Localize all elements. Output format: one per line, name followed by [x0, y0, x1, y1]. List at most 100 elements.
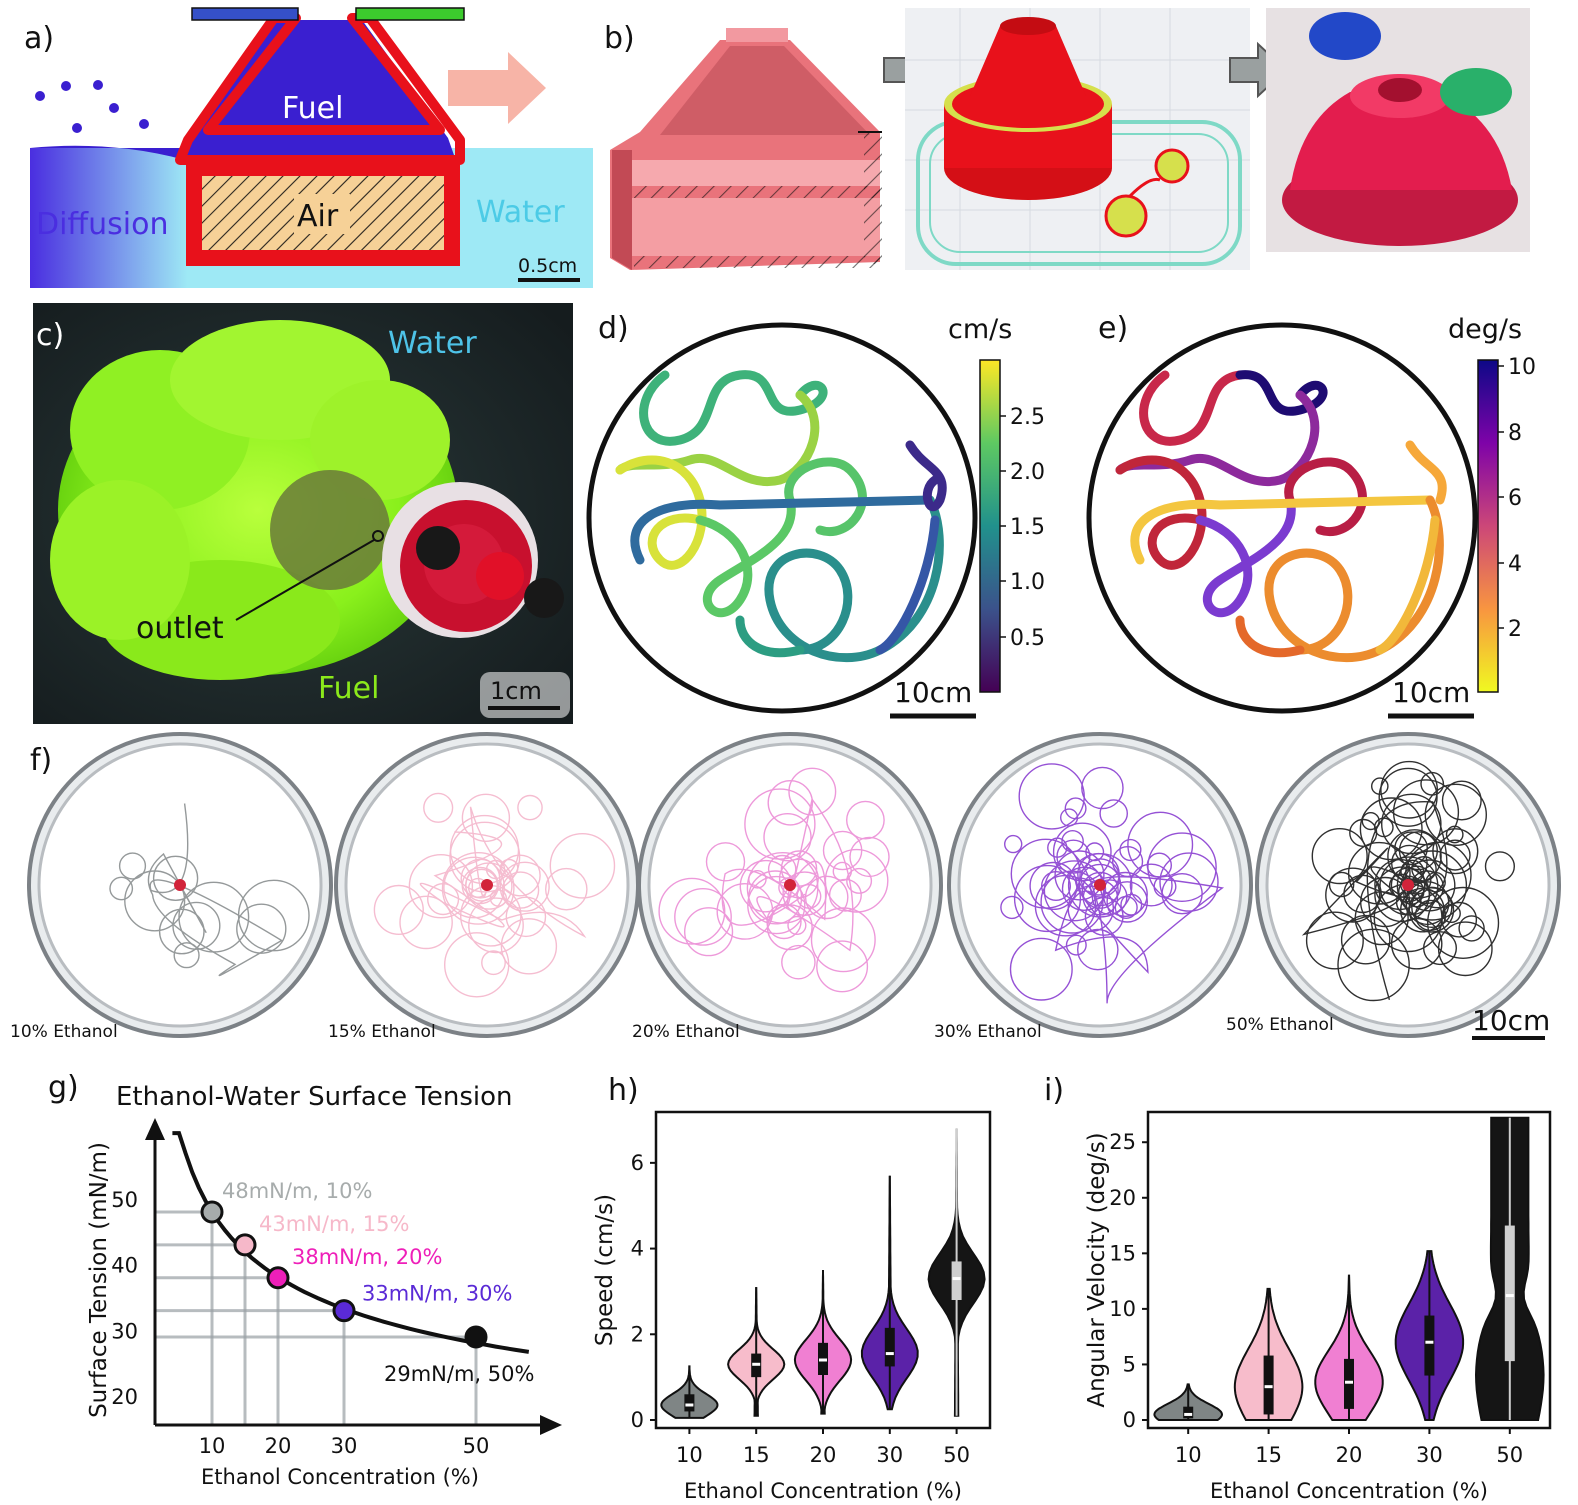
colorbar-e-tick: 6 [1508, 486, 1522, 511]
y-tick-label: 20 [1109, 1186, 1136, 1210]
colorbar-d-tick: 1.5 [1010, 515, 1045, 540]
colorbar-d-tick: 2.0 [1010, 460, 1045, 485]
trajectory-loop [1127, 811, 1194, 878]
diffusion-label: Diffusion [36, 207, 168, 242]
trajectory-loop [683, 907, 734, 957]
trajectory-loop [1009, 937, 1073, 1001]
trajectory-loop [832, 861, 852, 882]
trajectory-loop [1064, 797, 1087, 820]
trajectory-loop [1305, 911, 1364, 970]
fuel-label-c: Fuel [318, 671, 379, 706]
x-tick-label: 15 [1255, 1443, 1282, 1467]
x-tick-label: 50 [943, 1443, 970, 1467]
trajectory-loop [1381, 793, 1442, 855]
trajectory-loop [443, 856, 505, 919]
air-label: Air [297, 199, 339, 234]
trajectory-loop [822, 830, 863, 871]
trajectory-loop [1361, 811, 1380, 831]
fuel-label: Fuel [282, 91, 343, 126]
panel-f: f) 10% Ethanol 15% Ethanol 20% Ethanol 3… [10, 732, 1561, 1042]
colorbar-e-tick: 4 [1508, 552, 1522, 577]
y-axis-label: Surface Tension (mN/m) [86, 1142, 112, 1418]
trajectory-loop [1325, 867, 1381, 923]
trajectory-loop [846, 800, 885, 840]
trajectory-loop [1359, 797, 1423, 861]
panel-f-label: f) [30, 743, 52, 778]
trajectory-loop [408, 854, 474, 919]
trajectory-loop [1411, 886, 1453, 928]
lid-right [355, 7, 465, 21]
data-point [200, 1200, 224, 1224]
outlet-leader-line [235, 539, 375, 621]
x-tick-label: 10 [676, 1443, 703, 1467]
trajectory-loop [1403, 880, 1431, 908]
x-axis-label: Ethanol Concentration (%) [1210, 1479, 1488, 1503]
panel-e: e) deg/s 10 8 6 4 2 [1086, 311, 1536, 719]
y-tick-label: 2 [631, 1322, 644, 1346]
trajectory-loop [505, 896, 547, 938]
trajectory-loop [1437, 921, 1493, 977]
trajectory-loop [1120, 893, 1143, 916]
y-axis-label: Angular Velocity (deg/s) [1084, 1132, 1110, 1407]
trajectory-loop [517, 794, 543, 821]
trajectory [658, 767, 890, 993]
trajectory-loop [1349, 818, 1378, 847]
y-tick-label: 20 [111, 1385, 138, 1409]
trajectory-loop [1392, 779, 1460, 846]
trajectory-loop [1424, 783, 1488, 846]
trajectory-loop [1441, 780, 1482, 821]
trajectory-path [419, 806, 587, 939]
trajectory-loop [1396, 850, 1468, 921]
outlet-label: outlet [136, 611, 224, 646]
trajectory-loop [1018, 763, 1085, 830]
water-label: Water [476, 195, 565, 230]
panel-i: i) 0 5 10 15 20 25 10 15 20 30 50 Ethanol Concentra… [1044, 1073, 1552, 1503]
trajectory-loop [1439, 839, 1471, 871]
trajectory-loop [781, 944, 816, 980]
x-tick-label: 30 [331, 1434, 358, 1458]
diffusion-plume [30, 145, 185, 160]
dish-label: 10% Ethanol [10, 1022, 118, 1042]
fuel-droplets [35, 80, 149, 133]
trajectory-loop [1347, 841, 1411, 905]
trajectory-loop [766, 903, 802, 940]
trajectory-loop [1084, 896, 1124, 936]
trajectory-e [1115, 370, 1447, 663]
colorbar-d-tick: 1.0 [1010, 570, 1045, 595]
dish-row [27, 732, 1561, 1040]
fuel-plume [50, 320, 458, 680]
data-label: 38mN/m, 20% [292, 1245, 442, 1269]
trajectory-loop [549, 833, 616, 899]
iqr-box [951, 1261, 962, 1300]
trajectory-loop [236, 903, 287, 954]
trajectory-loop [1441, 901, 1478, 938]
trajectory-loop [500, 918, 558, 975]
trajectory-loop [1394, 831, 1429, 866]
trajectory-loop [658, 877, 726, 945]
dish-label: 30% Ethanol [934, 1022, 1042, 1042]
water-label-c: Water [388, 326, 477, 361]
colorbar-e-tick: 8 [1508, 421, 1522, 446]
trajectory [1000, 763, 1225, 1004]
trajectory-loop [468, 897, 524, 954]
trajectory-loop [788, 767, 837, 816]
outlet-marker [372, 530, 384, 542]
trajectory-loop [461, 793, 511, 842]
x-tick-label: 10 [1175, 1443, 1202, 1467]
boat-marker [784, 879, 796, 891]
chart-h: 0 2 4 6 10 15 20 30 50 Ethanol Concentration (%) S… [592, 1110, 992, 1503]
trajectory-loop [846, 867, 873, 894]
trajectory-loop [449, 821, 521, 893]
trajectory-loop [1147, 832, 1217, 903]
iqr-box [1424, 1315, 1435, 1376]
data-point [266, 1266, 290, 1290]
trajectory-loop [1484, 851, 1515, 882]
trajectory-loop [173, 942, 200, 969]
trajectory-loop [152, 855, 199, 901]
trajectory-loop [782, 871, 828, 917]
trajectory-loop [748, 870, 767, 889]
trajectory-loop [1311, 827, 1368, 885]
cad-cutaway [610, 28, 882, 270]
scale-bar-d-label: 10cm [894, 676, 972, 709]
x-tick-label: 50 [1496, 1443, 1523, 1467]
